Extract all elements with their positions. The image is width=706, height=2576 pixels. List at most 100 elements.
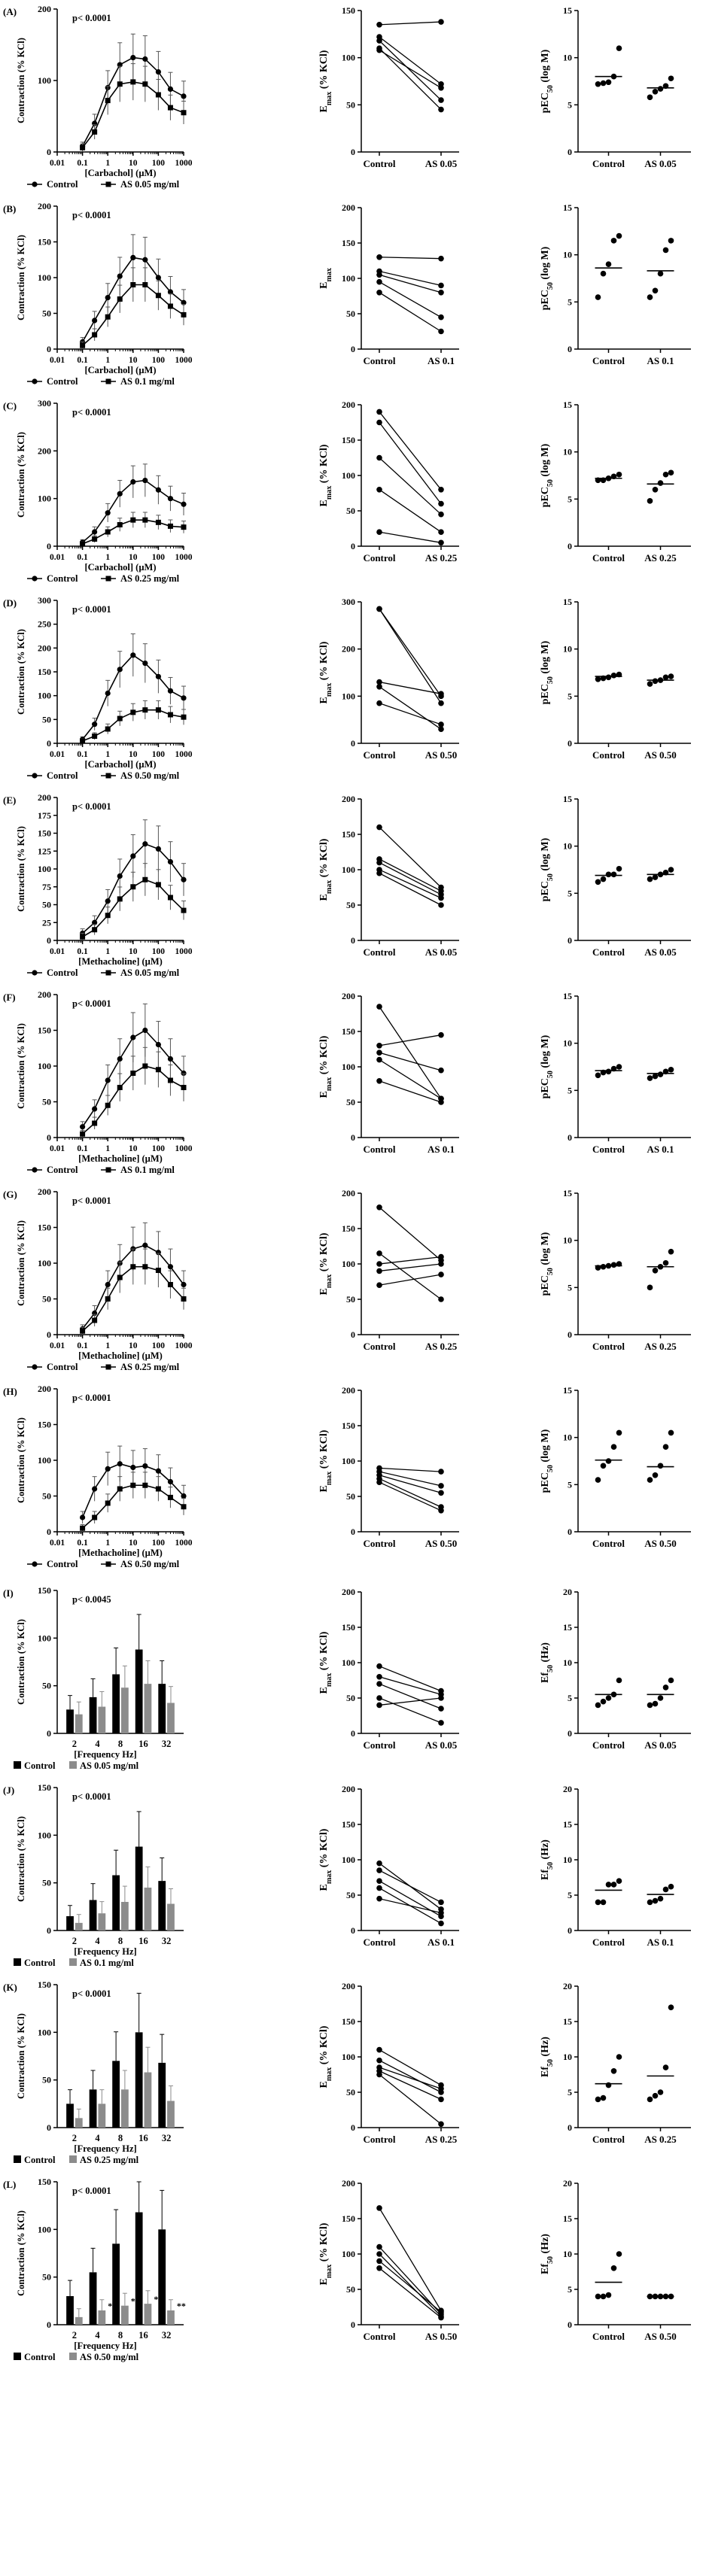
- data-point-circle: [167, 289, 174, 295]
- y-tick-label: 125: [38, 846, 51, 856]
- data-point-circle: [181, 93, 187, 99]
- potency-point: [657, 86, 664, 92]
- y-tick-label: 15: [563, 202, 572, 213]
- y-tick-label: 150: [38, 667, 51, 677]
- bar-treatment: [98, 2104, 106, 2128]
- y-tick-label: 50: [346, 1294, 355, 1305]
- p-value-title: p< 0.0001: [72, 801, 111, 812]
- bar-control: [112, 1875, 120, 1930]
- y-axis-label: Ef50 (Hz): [540, 1839, 555, 1880]
- x-tick-label: 1: [105, 1539, 110, 1548]
- y-tick-label: 200: [342, 1981, 355, 1991]
- y-label-sub: 50: [546, 1071, 555, 1078]
- bar-treatment: [167, 2101, 175, 2128]
- pair-line: [379, 1263, 442, 1272]
- pair-point: [438, 511, 444, 518]
- potency-point: [605, 2292, 612, 2298]
- y-tick-label: 10: [563, 2249, 572, 2259]
- legend-label-control: Control: [47, 179, 78, 190]
- pair-point: [438, 1508, 444, 1514]
- y-label-main: Ef: [540, 2067, 551, 2077]
- data-point-circle: [117, 873, 123, 879]
- x-tick-label: Control: [592, 946, 625, 958]
- pair-point: [438, 2121, 444, 2128]
- data-point-circle: [92, 721, 98, 728]
- x-tick-label: AS 0.05: [644, 158, 677, 169]
- pair-point: [376, 419, 382, 426]
- pair-line: [379, 270, 442, 287]
- x-tick-label: AS 0.1: [428, 1144, 455, 1155]
- potency-point: [605, 1695, 612, 1701]
- x-tick-label: AS 0.25: [425, 552, 458, 564]
- data-point-square: [167, 1494, 173, 1500]
- potency-point: [652, 1073, 659, 1080]
- legend-swatch-control: [14, 2353, 21, 2360]
- x-tick-label: AS 0.1: [428, 1937, 455, 1948]
- potency-point: [605, 1262, 612, 1269]
- y-tick-label: 0: [47, 541, 51, 551]
- legend-label-treatment: AS 0.50 mg/ml: [120, 770, 180, 781]
- emax-chart: 0 50 100 150 200 Emax (% KCl) Control AS 0.25: [318, 1981, 459, 2145]
- x-tick-label: 100: [152, 1144, 166, 1153]
- y-tick-label: 0: [47, 1728, 51, 1739]
- potency-point: [662, 247, 669, 254]
- x-tick-label: AS 0.50: [425, 749, 458, 761]
- bar-treatment: [121, 1687, 129, 1733]
- y-tick-label: 10: [563, 644, 572, 655]
- pair-point: [376, 1078, 382, 1084]
- potency-point: [610, 2068, 617, 2074]
- pair-point: [438, 282, 444, 289]
- x-tick-label: 100: [152, 1341, 166, 1350]
- y-tick-label: 5: [568, 888, 572, 898]
- panel-label: (I): [3, 1587, 14, 1599]
- data-point-square: [117, 81, 123, 87]
- potency-point: [647, 1702, 653, 1709]
- potency-chart: 0 5 10 15 20 Ef50 (Hz) Control AS 0.1: [540, 1784, 691, 1948]
- x-tick-label: 100: [152, 750, 166, 759]
- data-point-circle: [130, 254, 136, 260]
- data-point-square: [142, 1482, 148, 1488]
- y-tick-label: 0: [351, 1925, 355, 1936]
- pair-point: [376, 1681, 382, 1687]
- bar-control: [66, 1916, 74, 1930]
- data-point-circle: [167, 858, 174, 865]
- y-tick-label: 150: [342, 1420, 355, 1431]
- pair-point: [438, 1271, 444, 1277]
- potency-point: [616, 865, 622, 872]
- y-label-main: pEC: [540, 684, 551, 704]
- potency-point: [616, 232, 622, 239]
- y-tick-label: 10: [563, 1235, 572, 1246]
- y-tick-label: 15: [563, 5, 572, 16]
- y-tick-label: 100: [342, 1259, 355, 1269]
- pair-point: [376, 1004, 382, 1010]
- pair-point: [376, 2046, 382, 2053]
- y-tick-label: 10: [563, 447, 572, 457]
- x-tick-label: 0.1: [77, 159, 88, 168]
- y-label-sub: max: [325, 1472, 333, 1485]
- y-label-sub: max: [325, 486, 333, 500]
- y-tick-label: 20: [563, 1587, 572, 1597]
- y-tick-label: 0: [351, 1132, 355, 1143]
- data-point-circle: [167, 688, 174, 694]
- x-tick-label: 100: [152, 159, 166, 168]
- y-label-main: E: [318, 2278, 330, 2285]
- x-tick-label: Control: [363, 1538, 395, 1549]
- pair-line: [379, 681, 442, 694]
- legend-label-control: Control: [24, 2155, 56, 2165]
- potency-point: [662, 2064, 669, 2070]
- x-tick-label: 0.1: [77, 1144, 88, 1153]
- emax-chart: 0 50 100 150 200 Emax Control AS 0.1: [318, 202, 459, 366]
- y-tick-label: 200: [342, 1784, 355, 1794]
- x-tick-label: 10: [129, 750, 138, 759]
- pair-point: [376, 1674, 382, 1680]
- y-tick-label: 0: [568, 541, 572, 551]
- data-point-square: [105, 1102, 111, 1108]
- data-point-square: [130, 282, 136, 287]
- x-tick-label: 2: [72, 1936, 77, 1946]
- potency-point: [595, 1477, 601, 1483]
- y-tick-label: 50: [346, 1491, 355, 1502]
- y-label-unit: (% KCl): [318, 50, 330, 92]
- potency-point: [610, 1262, 617, 1268]
- bar-treatment: [121, 2305, 129, 2325]
- data-point-square: [92, 332, 98, 338]
